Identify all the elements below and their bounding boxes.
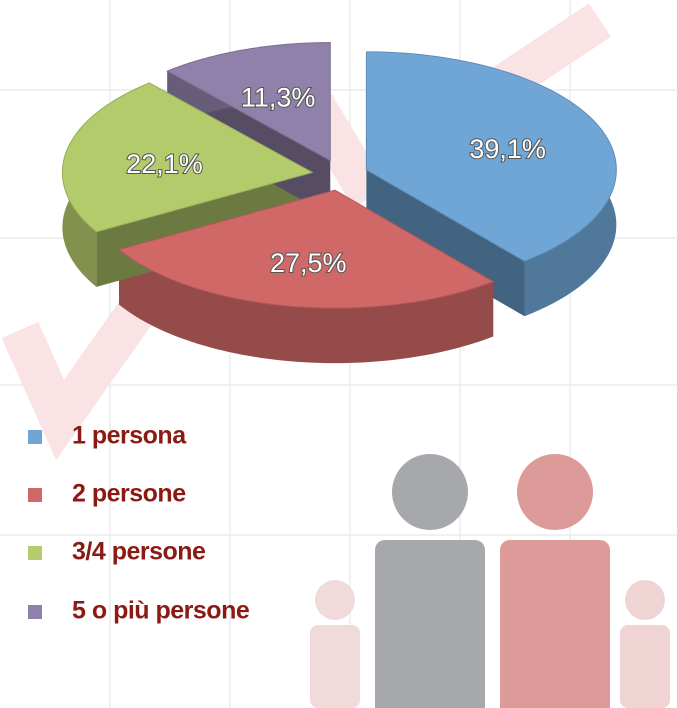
legend-label: 3/4 persone xyxy=(72,538,206,566)
slice-wall xyxy=(119,249,494,364)
people-decoration xyxy=(310,454,670,708)
slice-label: 11,3% xyxy=(241,82,316,112)
pie-slice xyxy=(166,42,331,162)
pie-slice xyxy=(365,51,617,262)
legend-swatch xyxy=(28,488,42,502)
slice-label: 27,5% xyxy=(270,248,347,278)
pie-slice xyxy=(117,189,495,309)
pie-slice xyxy=(61,82,314,233)
legend-label: 5 o più persone xyxy=(72,597,250,625)
legend-label: 1 persona xyxy=(72,422,187,450)
legend-swatch xyxy=(28,605,42,619)
slice-label: 22,1% xyxy=(126,149,203,179)
slice-label: 39,1% xyxy=(469,134,546,164)
legend-swatch xyxy=(28,430,42,444)
legend-swatch xyxy=(28,546,42,560)
legend-label: 2 persone xyxy=(72,480,186,508)
